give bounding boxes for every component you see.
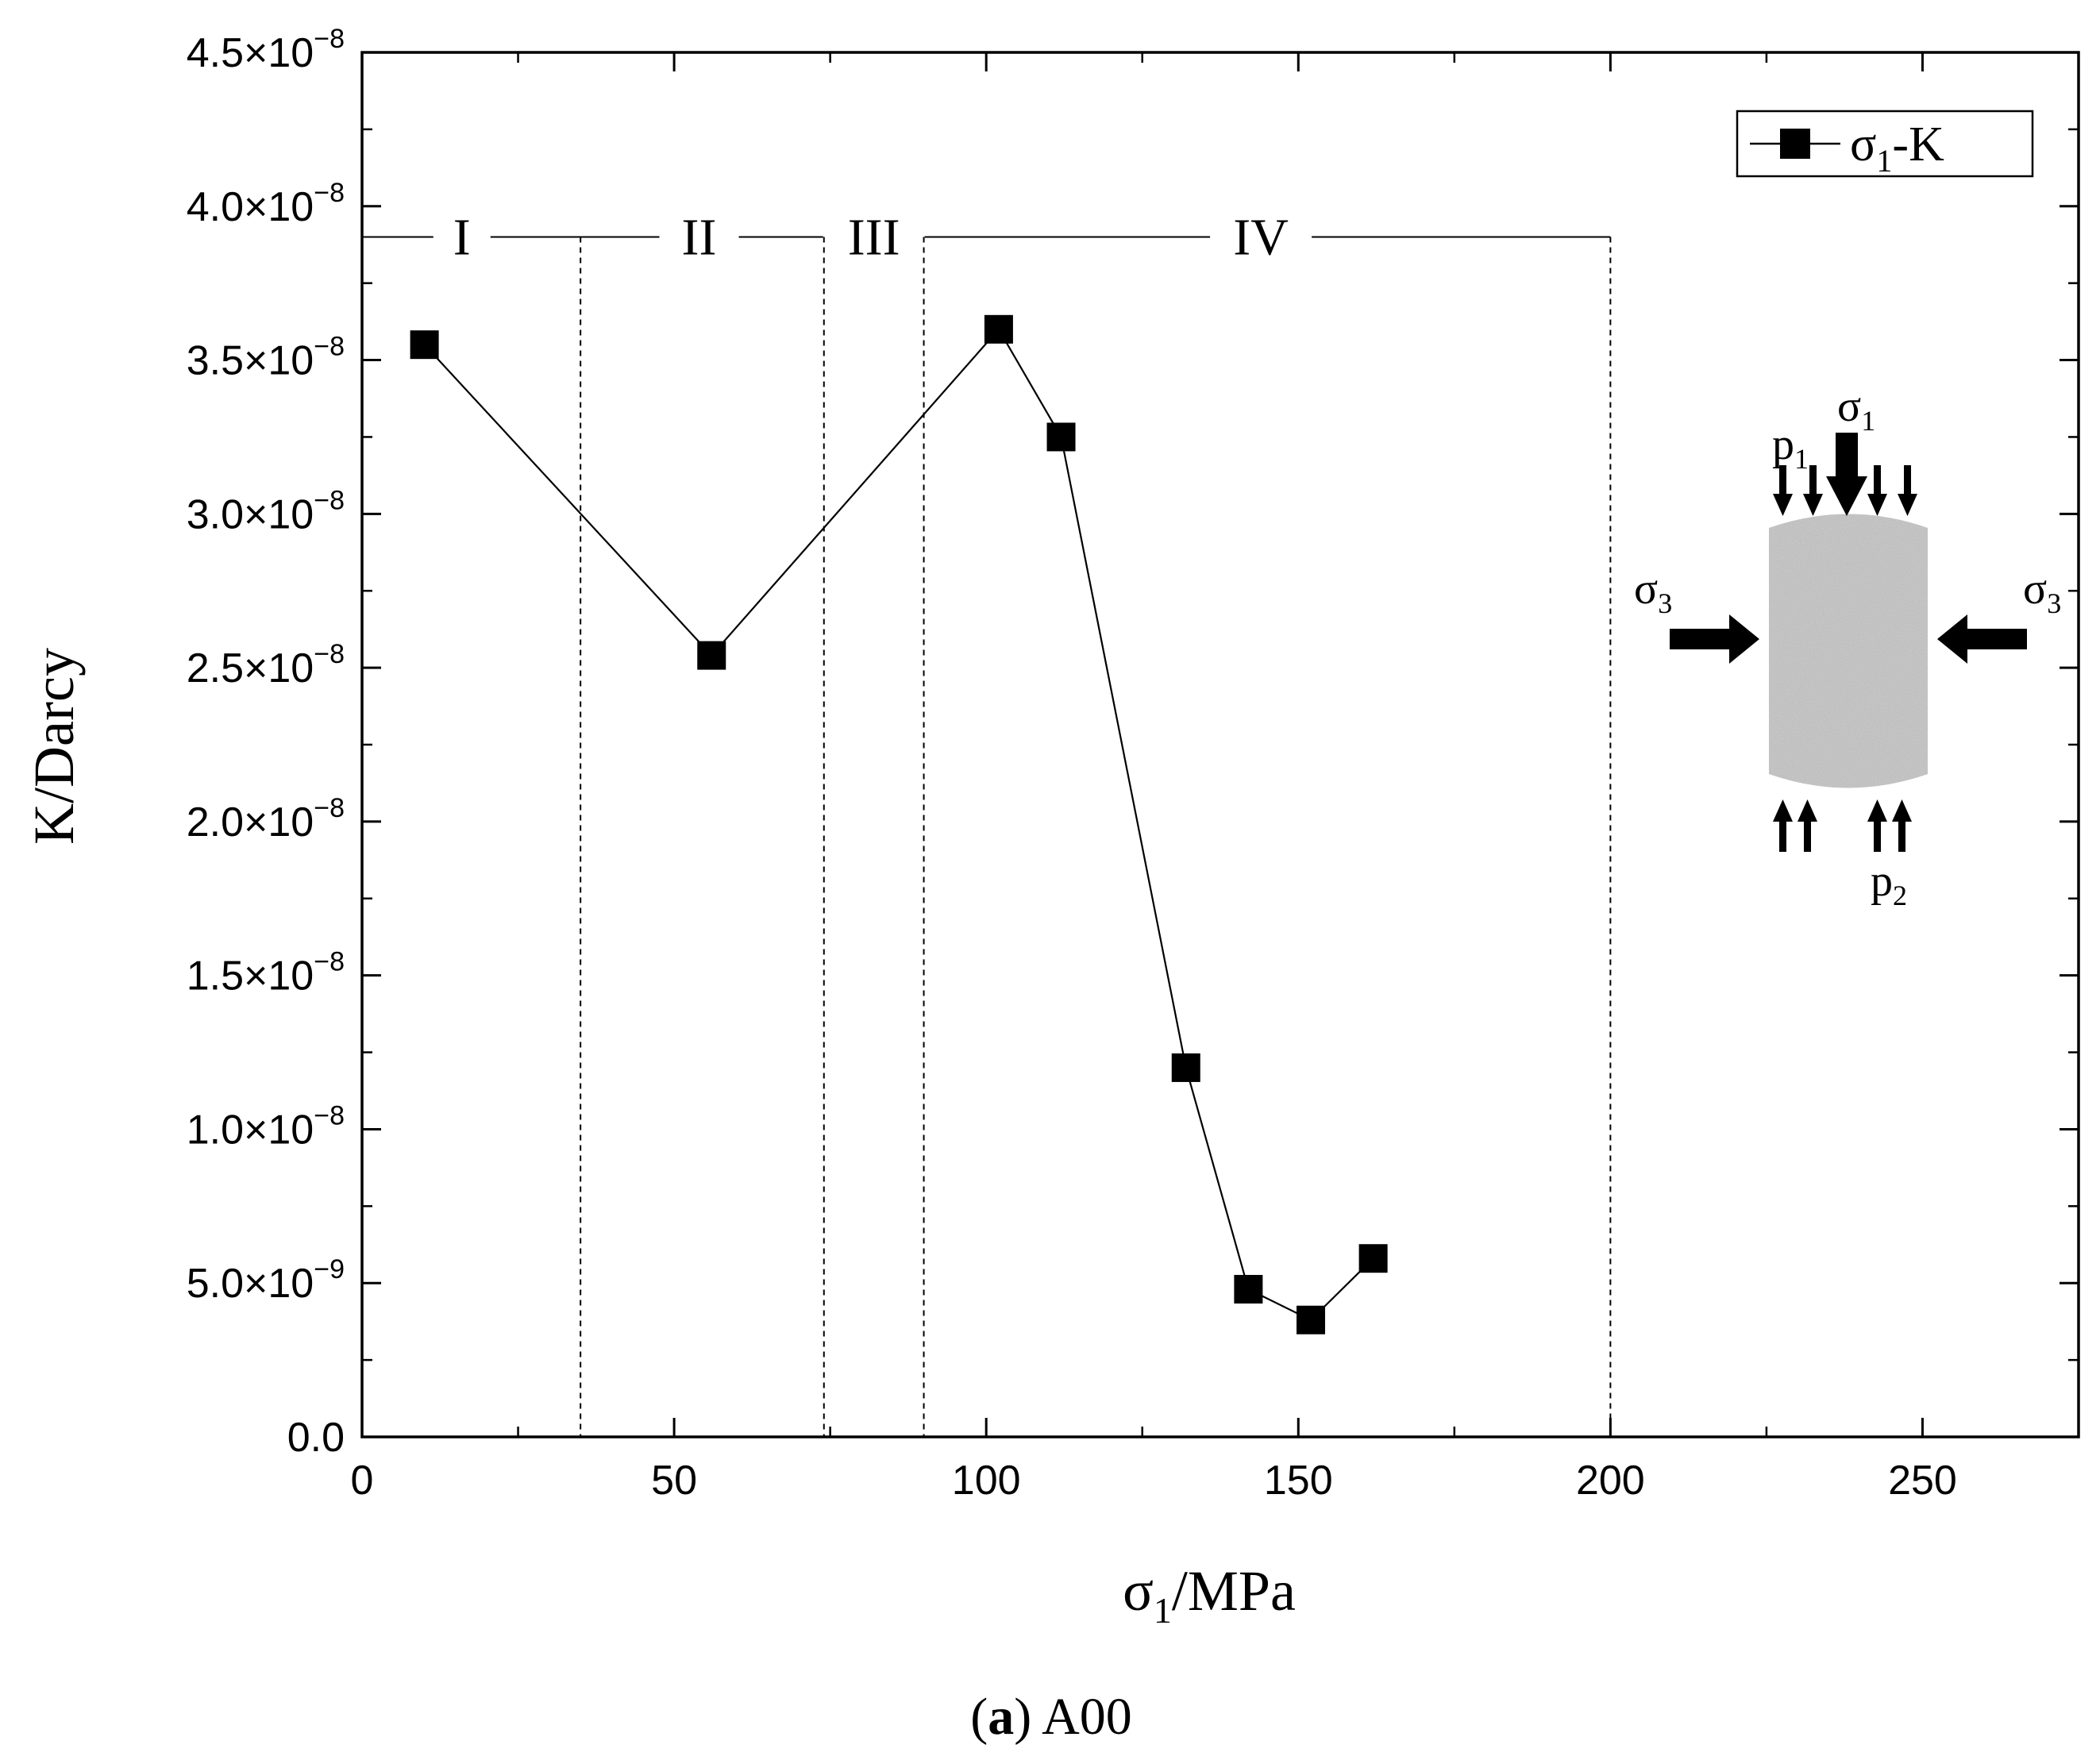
x-axis-label: σ1/MPa: [1123, 1559, 1296, 1631]
y-tick-label: 5.0×10−9: [187, 1254, 345, 1307]
inset-sigma1-label: σ1: [1837, 382, 1875, 437]
data-point: [1358, 1244, 1388, 1273]
caption-label: a: [988, 1688, 1014, 1746]
inset-p1-main: p: [1772, 420, 1794, 469]
figure-caption: (a) A00: [970, 1688, 1132, 1746]
y-tick-label: 4.5×10−8: [187, 24, 345, 76]
inset-p2-main: p: [1871, 857, 1893, 906]
sigma3-right-arrow: [1937, 614, 2027, 664]
data-point: [1234, 1274, 1263, 1304]
y-tick-label: 0.0: [287, 1415, 345, 1461]
stage-layer: I II III IV: [362, 209, 1612, 1437]
stage-label: III: [848, 209, 900, 267]
legend-label-sub: 1: [1876, 143, 1892, 179]
x-tick-label: 100: [952, 1458, 1021, 1504]
caption-paren-close: ): [1014, 1688, 1042, 1746]
x-tick-label: 250: [1888, 1458, 1957, 1504]
y-axis-label: K/Darcy: [22, 648, 86, 845]
data-point: [1046, 422, 1076, 452]
stage-label: IV: [1233, 209, 1289, 267]
inset-p1-sub: 1: [1794, 443, 1809, 475]
x-axis-label-unit: /MPa: [1172, 1559, 1296, 1623]
x-axis-label-sub: 1: [1154, 1590, 1172, 1631]
data-point: [410, 330, 439, 360]
legend: σ1-K: [1736, 110, 2034, 179]
y-tick-label: 3.5×10−8: [187, 332, 345, 384]
y-tick-label: 1.5×10−8: [187, 947, 345, 999]
x-tick-label: 50: [651, 1458, 697, 1504]
caption-paren-open: (: [970, 1688, 988, 1746]
inset-sigma3-right-label: σ3: [2023, 564, 2061, 619]
sigma3-left-arrow: [1670, 614, 1759, 664]
x-tick-label: 200: [1576, 1458, 1645, 1504]
p2-arrows: [1773, 799, 1912, 852]
inset-p2-label: p2: [1871, 857, 1907, 911]
legend-label-suffix: -K: [1892, 117, 1944, 171]
data-point: [1171, 1053, 1200, 1082]
caption-text: A00: [1042, 1688, 1132, 1746]
y-tick-label: 1.0×10−8: [187, 1100, 345, 1153]
legend-label: σ1-K: [1850, 117, 1944, 179]
inset-sigma1-sub: 1: [1861, 405, 1875, 437]
tick-layer: 0 50 100 150 200 250 0.0 5.0×10−9 1.0×10−8 1.5×10…: [187, 24, 2080, 1504]
inset-sigma3-left-label: σ3: [1634, 564, 1672, 619]
y-tick-label: 4.0×10−8: [187, 178, 345, 230]
sigma1-arrow: [1826, 433, 1867, 516]
inset-sigma3-left-sub: 3: [1658, 587, 1672, 619]
specimen-cylinder: [1769, 514, 1928, 788]
specimen-inset: σ1 p1 σ3 σ3 p2: [1634, 382, 2061, 911]
stage-label: I: [453, 209, 471, 267]
inset-sigma3-right-main: σ: [2023, 564, 2047, 614]
legend-label-main: σ: [1850, 117, 1876, 171]
series-line-layer: [423, 327, 1374, 1322]
x-tick-label: 150: [1264, 1458, 1333, 1504]
y-tick-label: 2.0×10−8: [187, 793, 345, 845]
inset-sigma1-main: σ: [1837, 382, 1861, 431]
data-point: [984, 314, 1013, 344]
inset-p2-sub: 2: [1893, 880, 1907, 911]
y-tick-label: 2.5×10−8: [187, 639, 345, 691]
inset-sigma3-right-sub: 3: [2047, 587, 2061, 619]
legend-marker: [1780, 129, 1810, 159]
stage-label: II: [682, 209, 717, 267]
data-point: [1296, 1305, 1325, 1334]
x-tick-label: 0: [351, 1458, 374, 1504]
p1-arrows: [1773, 465, 1917, 516]
data-point: [697, 641, 726, 670]
x-axis-label-main: σ: [1123, 1559, 1154, 1623]
inset-sigma3-left-main: σ: [1634, 564, 1658, 614]
marker-layer: [410, 314, 1388, 1334]
y-tick-label: 3.0×10−8: [187, 485, 345, 537]
series-line: [423, 327, 1374, 1322]
inset-p1-label: p1: [1772, 420, 1809, 475]
